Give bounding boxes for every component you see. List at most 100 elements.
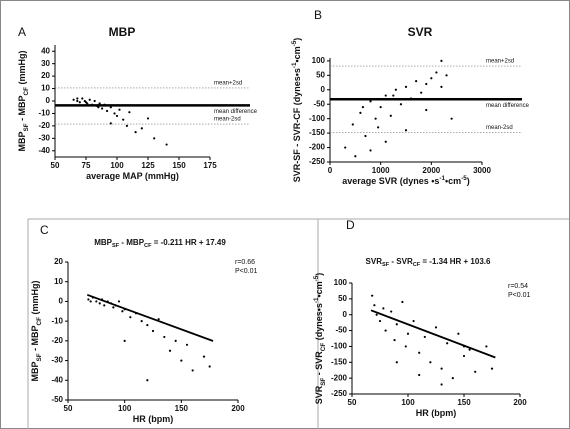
point [103,103,106,106]
point [359,111,362,114]
panel-label: D [346,218,355,232]
y-axis-label-part: MBP [17,131,27,151]
point [208,365,211,368]
reference-label: mean-2sd [486,125,513,131]
y-tick-label: -20 [38,121,50,130]
y-axis-label: MBPSF - MBPCF (mmHg) [30,281,43,382]
y-axis-label-part: SVR [314,385,324,404]
point [404,345,407,348]
point [373,304,376,307]
point [151,329,155,333]
point [101,107,104,110]
point [457,332,460,335]
point [446,342,449,345]
x-tick-label: 0 [328,166,333,175]
x-axis-label-part: HR (bpm) [416,408,457,418]
y-tick-label: 0 [46,96,51,105]
y-tick-label: 40 [41,46,50,55]
point [354,155,357,158]
point [420,91,423,94]
point [185,343,189,346]
point [81,97,84,100]
point [399,103,403,106]
panel-title-part: = -1.34 HR + 103.6 [420,257,491,266]
point [374,117,377,120]
point [87,298,90,301]
point [123,308,126,311]
y-tick-label: -100 [309,114,326,123]
point [202,355,206,358]
point [129,316,132,319]
x-axis-label-part: HR (bpm) [133,414,174,424]
point [384,94,387,97]
point [418,373,421,377]
point [393,338,396,342]
point [369,100,372,103]
y-axis-label-part: •cm [314,281,324,297]
point [121,310,124,313]
panel-title-part: - MBP [119,238,145,247]
y-tick-label: -50 [51,395,63,404]
point [485,345,488,348]
x-tick-label: 75 [82,161,91,170]
point [103,304,106,307]
point [140,320,143,323]
point [76,99,79,103]
y-axis-label-part: - SVR [314,351,324,378]
panel-label: C [40,223,49,237]
x-tick-label: 100 [401,398,415,407]
point [406,332,410,335]
y-tick-label: -10 [38,109,50,118]
y-axis-label-part: - MBP [17,95,27,123]
point [377,126,380,129]
point [122,118,125,121]
point [390,310,393,313]
panel-label: B [314,8,322,22]
y-tick-label: 50 [338,294,347,303]
point [394,88,397,91]
y-axis-label-part: CF [320,343,327,352]
panel-title-part: MBP [109,25,136,39]
panel-title-part: SVR [408,25,433,39]
y-axis-label-part: MBP [30,361,40,381]
point [415,80,418,83]
point [344,146,347,149]
point [163,335,166,339]
point [168,349,172,352]
panel-title-part: SF [382,262,390,268]
y-axis-label: MBPSF - MBPCF (mmHg) [17,51,30,152]
y-tick-label: -10 [51,316,63,325]
point [109,122,112,125]
point [462,354,466,358]
reference-label: mean difference [214,109,258,115]
x-axis-label-part: average SVR (dynes •s [342,176,439,186]
y-tick-label: 0 [59,297,64,306]
point [378,319,382,323]
point [401,300,404,304]
y-tick-label: 10 [54,277,63,286]
x-tick-label: 3000 [473,166,491,175]
panel-title-part: CF [144,243,152,249]
annotation: r=0.66 [235,259,255,266]
point [134,312,138,315]
point [78,101,81,104]
y-tick-label: 30 [41,59,50,68]
y-axis-label-part: SF [36,353,43,361]
point [91,296,95,299]
y-tick-label: 100 [334,278,348,287]
y-tick-label: -100 [331,342,348,351]
point [113,112,116,115]
point [434,326,438,329]
y-axis-label-part: SVR-SF - SVR-CF (dynes•s [292,68,302,182]
point [412,319,415,323]
y-tick-label: -30 [38,133,50,142]
y-tick-label: 100 [312,56,326,65]
point [462,345,466,348]
y-tick-label: -40 [51,375,63,384]
y-tick-label: -50 [313,99,325,108]
panel-title: MBP [109,25,136,39]
x-tick-label: 50 [51,161,60,170]
x-axis-label-part: •cm [445,176,461,186]
x-tick-label: 150 [457,398,471,407]
panel-title-part: MBP [94,238,112,247]
